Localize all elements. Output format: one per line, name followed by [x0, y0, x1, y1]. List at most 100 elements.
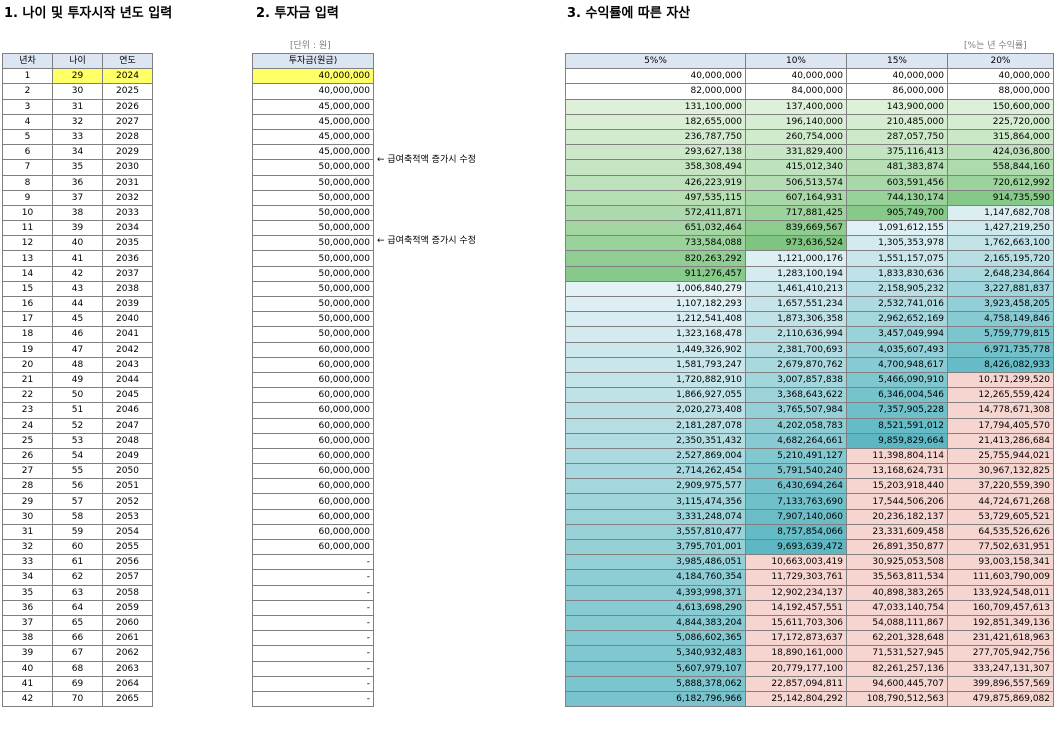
table-row: 60,000,000 — [252, 538, 374, 556]
investment-cell[interactable]: 60,000,000 — [252, 341, 374, 358]
year-index-cell: 22 — [2, 387, 53, 404]
investment-cell[interactable]: - — [252, 645, 374, 662]
investment-cell[interactable]: 50,000,000 — [252, 220, 374, 237]
investment-cell[interactable]: 60,000,000 — [252, 508, 374, 525]
section2-unit-label: [단위 : 원] — [290, 41, 331, 51]
age-cell: 46 — [52, 326, 103, 343]
investment-cell[interactable]: 50,000,000 — [252, 159, 374, 176]
investment-cell[interactable]: - — [252, 690, 374, 708]
asset-10pct-cell: 9,693,639,472 — [745, 538, 847, 556]
investment-cell[interactable]: 45,000,000 — [252, 98, 374, 115]
investment-cell[interactable]: 60,000,000 — [252, 447, 374, 465]
investment-cell[interactable]: 60,000,000 — [252, 402, 374, 419]
investment-cell[interactable]: 60,000,000 — [252, 463, 374, 480]
year-cell: 2055 — [102, 538, 153, 556]
table-row: 2,181,287,078 4,202,058,783 8,521,591,012 1… — [565, 417, 1054, 434]
investment-cell[interactable]: 50,000,000 — [252, 235, 374, 252]
salary-note: ← 급여축적액 증가시 수정 — [377, 155, 476, 165]
asset-5pct-cell: 911,276,457 — [565, 265, 746, 282]
year-cell: 2038 — [102, 280, 153, 298]
asset-10pct-cell: 1,121,000,176 — [745, 250, 847, 267]
asset-15pct-cell: 1,091,612,155 — [846, 220, 948, 237]
investment-cell[interactable]: - — [252, 599, 374, 616]
investment-cell[interactable]: 60,000,000 — [252, 523, 374, 541]
table-row: 50,000,000 — [252, 265, 374, 282]
investment-cell[interactable]: 50,000,000 — [252, 204, 374, 222]
asset-15pct-cell: 17,544,506,206 — [846, 493, 948, 510]
asset-20pct-cell: 10,171,299,520 — [947, 371, 1054, 389]
asset-20pct-cell: 1,762,663,100 — [947, 235, 1054, 252]
age-cell: 41 — [52, 250, 103, 267]
asset-5pct-cell: 572,411,871 — [565, 204, 746, 222]
salary-note: ← 급여축적액 증가시 수정 — [377, 236, 476, 246]
investment-cell[interactable]: 60,000,000 — [252, 432, 374, 449]
asset-5pct-cell: 3,115,474,356 — [565, 493, 746, 510]
asset-15pct-cell: 20,236,182,137 — [846, 508, 948, 525]
investment-cell[interactable]: - — [252, 554, 374, 571]
table-row: 27 55 2050 — [2, 463, 153, 480]
table-row: 33 61 2056 — [2, 554, 153, 571]
investment-cell[interactable]: - — [252, 660, 374, 677]
table-row: 42 70 2065 — [2, 690, 153, 708]
year-cell: 2042 — [102, 341, 153, 358]
year-cell: 2043 — [102, 356, 153, 373]
investment-cell[interactable]: 40,000,000 — [252, 68, 374, 85]
investment-cell[interactable]: 50,000,000 — [252, 174, 374, 191]
asset-5pct-cell: 3,557,810,477 — [565, 523, 746, 541]
investment-cell[interactable]: 50,000,000 — [252, 280, 374, 298]
asset-10pct-cell: 5,791,540,240 — [745, 463, 847, 480]
age-cell: 35 — [52, 159, 103, 176]
investment-cell[interactable]: 60,000,000 — [252, 417, 374, 434]
table-row: 1,006,840,279 1,461,410,213 2,158,905,232 3… — [565, 280, 1054, 298]
investment-cell[interactable]: 60,000,000 — [252, 538, 374, 556]
year-cell: 2050 — [102, 463, 153, 480]
asset-20pct-cell: 225,720,000 — [947, 113, 1054, 130]
investment-cell[interactable]: - — [252, 584, 374, 601]
investment-cell[interactable]: - — [252, 630, 374, 647]
investment-cell[interactable]: 60,000,000 — [252, 356, 374, 373]
asset-15pct-cell: 23,331,609,458 — [846, 523, 948, 541]
asset-10pct-cell: 260,754,000 — [745, 128, 847, 146]
asset-15pct-cell: 11,398,804,114 — [846, 447, 948, 465]
asset-5pct-cell: 5,607,979,107 — [565, 660, 746, 677]
asset-10pct-cell: 15,611,703,306 — [745, 614, 847, 632]
table-row: 19 47 2042 — [2, 341, 153, 358]
age-cell: 34 — [52, 144, 103, 161]
age-cell[interactable]: 29 — [52, 68, 103, 85]
year-cell: 2034 — [102, 220, 153, 237]
investment-cell[interactable]: 50,000,000 — [252, 326, 374, 343]
table-row: 60,000,000 — [252, 432, 374, 449]
age-cell: 55 — [52, 463, 103, 480]
investment-cell[interactable]: 50,000,000 — [252, 311, 374, 328]
investment-cell[interactable]: 60,000,000 — [252, 387, 374, 404]
table-row: 9 37 2032 — [2, 189, 153, 206]
investment-cell[interactable]: 40,000,000 — [252, 83, 374, 100]
asset-10pct-cell: 839,669,567 — [745, 220, 847, 237]
investment-cell[interactable]: 50,000,000 — [252, 265, 374, 282]
investment-cell[interactable]: 50,000,000 — [252, 250, 374, 267]
table-row: 50,000,000 — [252, 235, 374, 252]
investment-cell[interactable]: 50,000,000 — [252, 295, 374, 313]
asset-20pct-cell: 4,758,149,846 — [947, 311, 1054, 328]
table-row: 6,182,796,966 25,142,804,292 108,790,512,5… — [565, 690, 1054, 708]
year-index-cell: 14 — [2, 265, 53, 282]
year-cell[interactable]: 2024 — [102, 68, 153, 85]
year-cell: 2031 — [102, 174, 153, 191]
investment-cell[interactable]: - — [252, 675, 374, 692]
investment-cell[interactable]: 45,000,000 — [252, 128, 374, 146]
investment-cell[interactable]: 45,000,000 — [252, 113, 374, 130]
investment-cell[interactable]: - — [252, 569, 374, 586]
year-index-cell: 34 — [2, 569, 53, 586]
investment-cell[interactable]: 45,000,000 — [252, 144, 374, 161]
table-row: 10 38 2033 — [2, 204, 153, 222]
investment-cell[interactable]: - — [252, 614, 374, 632]
investment-cell[interactable]: 50,000,000 — [252, 189, 374, 206]
year-cell: 2044 — [102, 371, 153, 389]
table-row: 40 68 2063 — [2, 660, 153, 677]
year-index-cell: 24 — [2, 417, 53, 434]
table-row: 182,655,000 196,140,000 210,485,000 225,720… — [565, 113, 1054, 130]
investment-cell[interactable]: 60,000,000 — [252, 371, 374, 389]
investment-cell[interactable]: 60,000,000 — [252, 493, 374, 510]
asset-20pct-cell: 914,735,590 — [947, 189, 1054, 206]
investment-cell[interactable]: 60,000,000 — [252, 478, 374, 495]
